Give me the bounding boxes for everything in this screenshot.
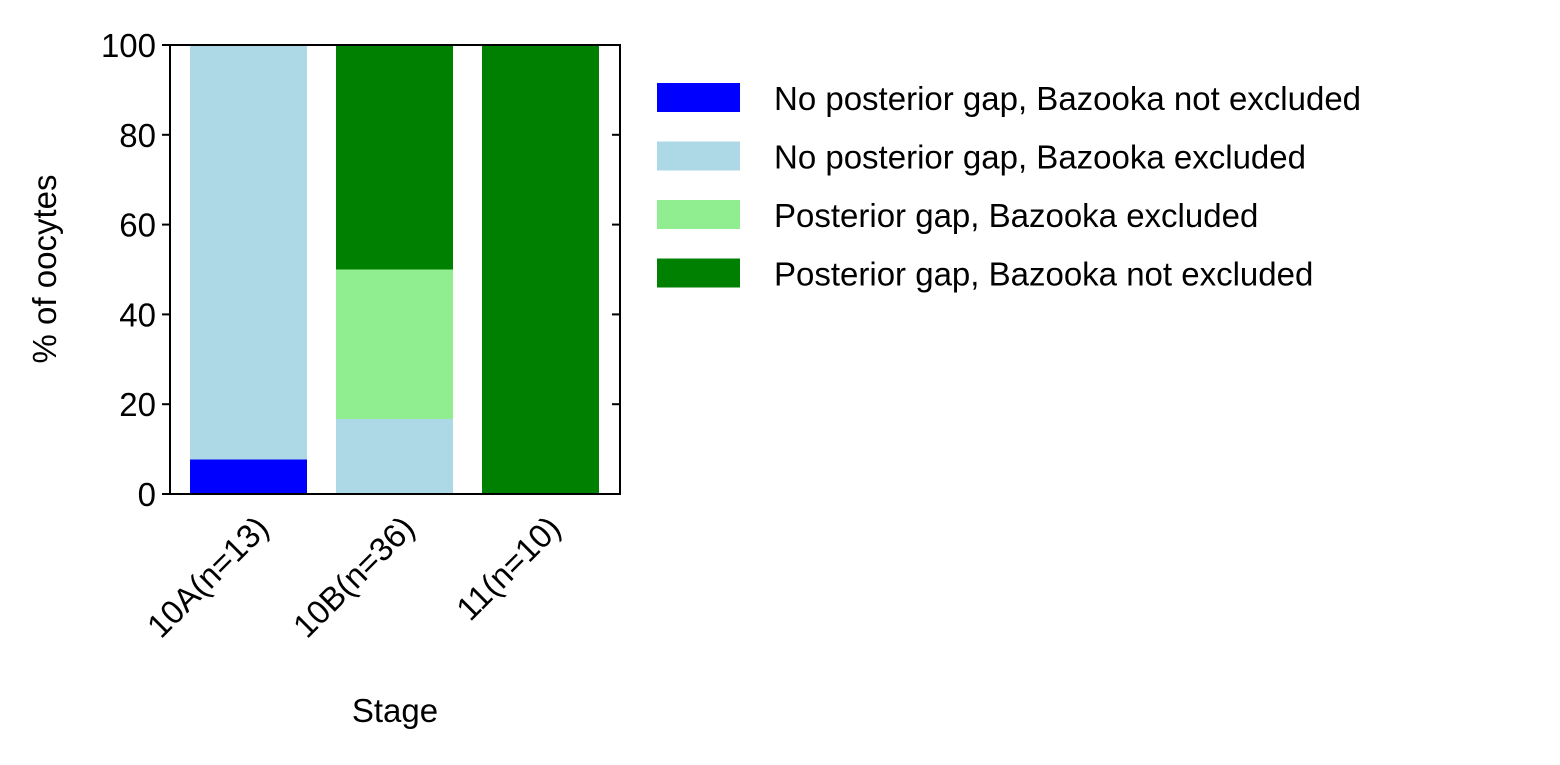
x-tick-label: 11(n=10) — [449, 509, 567, 627]
legend-swatch — [657, 200, 740, 229]
legend-swatch — [657, 141, 740, 171]
x-tick-labels: 10A(n=13) 10B(n=36) 11(n=10) — [140, 509, 568, 645]
bars-layer — [190, 45, 599, 494]
legend-swatch — [657, 258, 740, 288]
legend-label: Posterior gap, Bazooka not excluded — [774, 256, 1313, 293]
bar-segment — [336, 45, 453, 270]
y-tick-label: 100 — [101, 27, 156, 64]
bar-segment — [190, 459, 307, 494]
y-tick-label: 0 — [138, 476, 156, 513]
y-tick-label: 20 — [119, 386, 156, 423]
x-tick-label: 10A(n=13) — [140, 509, 276, 645]
y-tick-label: 80 — [119, 117, 156, 154]
x-tick-label: 10B(n=36) — [286, 509, 422, 645]
bar-segment — [336, 269, 453, 420]
bar-segment — [336, 419, 453, 494]
y-axis-label: % of oocytes — [26, 175, 63, 364]
x-axis-label: Stage — [352, 692, 438, 729]
ticks-layer: 0 20 40 60 80 100 — [101, 27, 620, 513]
legend-label: Posterior gap, Bazooka excluded — [774, 197, 1258, 234]
legend-label: No posterior gap, Bazooka not excluded — [774, 80, 1361, 117]
legend-label: No posterior gap, Bazooka excluded — [774, 139, 1306, 176]
plot-frame — [169, 44, 621, 495]
legend: No posterior gap, Bazooka not excluded No… — [657, 80, 1361, 293]
y-tick-label: 60 — [119, 207, 156, 244]
y-tick-label: 40 — [119, 296, 156, 333]
legend-swatch — [657, 83, 740, 112]
bar-segment — [190, 45, 307, 460]
bar-segment — [482, 45, 599, 494]
